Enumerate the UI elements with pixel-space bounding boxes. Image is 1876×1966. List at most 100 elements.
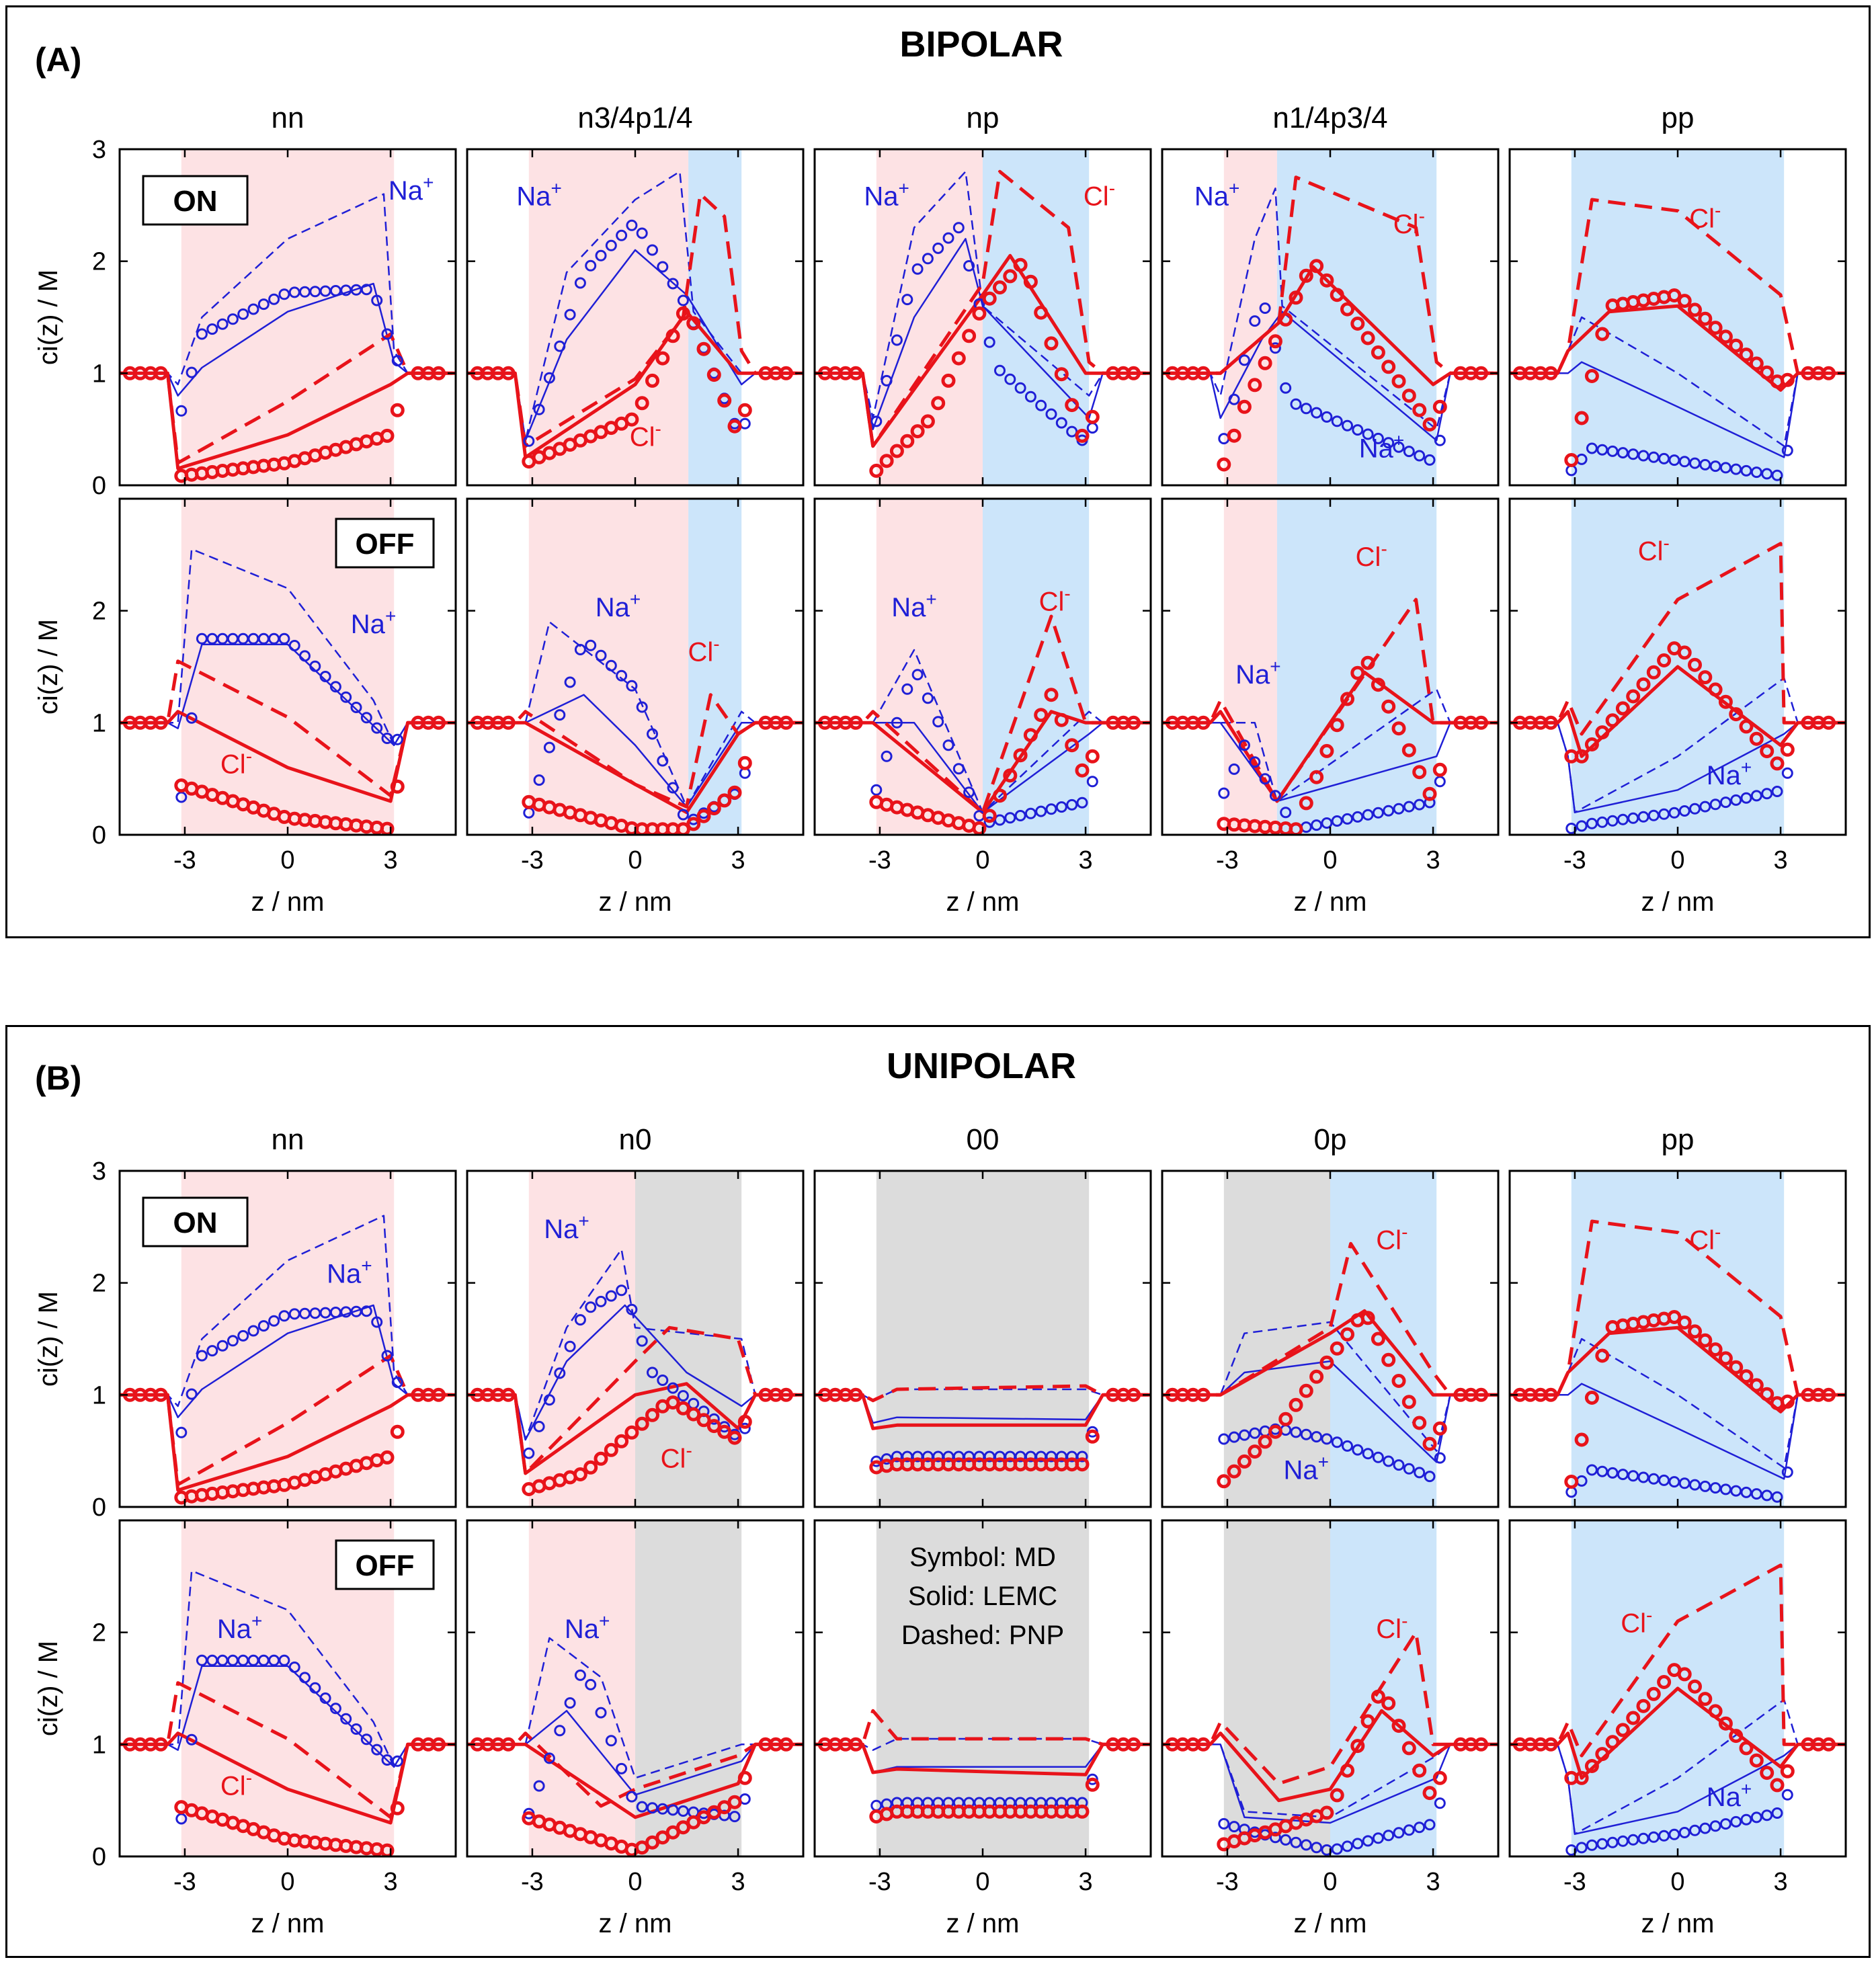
- na-md-symbol: [1627, 448, 1639, 460]
- region-gray: [635, 1171, 742, 1507]
- region-blue: [1571, 149, 1785, 485]
- na-md-symbol: [1035, 805, 1047, 817]
- na-md-symbol: [381, 1350, 393, 1362]
- cl-md-symbol: [1289, 290, 1303, 305]
- cl-md-symbol: [737, 1770, 752, 1785]
- cl-md-symbol: [1822, 715, 1836, 730]
- cl-md-symbol: [1196, 366, 1211, 380]
- cl-md-symbol: [1309, 1369, 1324, 1384]
- cl-md-symbol: [501, 1387, 516, 1402]
- x-tick-label: 0: [628, 1868, 642, 1896]
- off-label-box: OFF: [335, 518, 435, 569]
- na-md-symbol: [278, 1310, 290, 1322]
- cl-md-symbol: [1360, 1714, 1375, 1729]
- cl-md-symbol: [920, 414, 935, 429]
- na-md-symbol: [391, 1377, 403, 1389]
- cl-md-symbol: [1584, 737, 1599, 751]
- na-md-symbol: [186, 1733, 198, 1746]
- na-md-symbol: [1249, 756, 1261, 768]
- region-blue: [983, 499, 1090, 835]
- cl-md-symbol: [1360, 331, 1375, 345]
- cl-md-symbol: [1615, 701, 1630, 716]
- na-md-symbol: [1647, 1831, 1660, 1843]
- na-md-symbol: [350, 1723, 362, 1735]
- ion-label-base: Na: [1284, 1455, 1319, 1485]
- cl-md-symbol: [1319, 1805, 1334, 1820]
- cl-md-symbol: [931, 396, 946, 411]
- na-md-symbol: [1393, 1459, 1405, 1471]
- y-tick-label: 3: [92, 136, 106, 164]
- na-md-symbol: [932, 242, 944, 254]
- na-md-symbol: [1249, 1427, 1261, 1439]
- cl-md-symbol: [1003, 269, 1018, 284]
- na-md-symbol: [1719, 1483, 1731, 1496]
- cl-md-symbol: [1075, 428, 1090, 443]
- na-md-symbol: [1403, 446, 1415, 458]
- na-md-symbol: [891, 334, 903, 346]
- cl-md-symbol: [501, 1737, 516, 1752]
- na-md-symbol: [1771, 786, 1783, 797]
- na-md-symbol: [554, 1725, 566, 1737]
- cl-md-symbol: [1564, 453, 1579, 467]
- cl-md-symbol: [1646, 665, 1661, 680]
- na-md-symbol: [1617, 813, 1629, 825]
- cl-md-symbol: [1013, 257, 1028, 272]
- na-md-symbol: [636, 1335, 648, 1347]
- x-axis-label: z / nm: [251, 1909, 325, 1938]
- na-md-symbol: [1004, 812, 1016, 824]
- cl-md-symbol: [1822, 366, 1836, 380]
- x-tick-label: 0: [280, 1868, 294, 1896]
- cl-md-symbol: [1381, 1696, 1396, 1711]
- panel-content: [467, 499, 803, 835]
- na-md-symbol: [616, 1284, 628, 1297]
- na-md-symbol: [1740, 792, 1752, 804]
- na-md-symbol: [523, 1447, 535, 1459]
- na-md-symbol: [564, 1697, 576, 1709]
- na-md-symbol: [1393, 1827, 1405, 1839]
- na-ion-label: Na+: [596, 589, 641, 622]
- ion-label-base: Cl: [1039, 587, 1065, 617]
- plot-panel: Cl-: [1508, 148, 1847, 487]
- cl-md-symbol: [1330, 288, 1344, 302]
- cl-md-symbol: [573, 1467, 587, 1481]
- region-blue: [688, 499, 742, 835]
- na-md-symbol: [1055, 417, 1067, 429]
- y-tick-label: 2: [92, 1270, 106, 1298]
- na-md-symbol: [1228, 1431, 1240, 1443]
- ion-label-charge: -: [1401, 1222, 1408, 1243]
- na-md-symbol: [1434, 1452, 1446, 1464]
- region-blue: [1330, 1520, 1437, 1856]
- region-pink: [528, 149, 689, 485]
- plot-panel: Na+ Cl- -3 0 3 z / nm: [813, 497, 1152, 917]
- na-md-symbol: [647, 244, 658, 256]
- na-md-symbol: [1414, 450, 1426, 462]
- ion-label-base: Cl: [1376, 1614, 1401, 1644]
- na-md-symbol: [574, 644, 586, 655]
- na-md-symbol: [1403, 1824, 1415, 1836]
- na-md-symbol: [677, 1390, 689, 1402]
- na-md-symbol: [371, 1316, 383, 1328]
- cl-md-symbol: [1780, 1394, 1795, 1409]
- cl-md-symbol: [1729, 707, 1744, 722]
- cl-md-symbol: [1065, 738, 1079, 753]
- panel-content: [467, 1520, 803, 1856]
- cl-md-symbol: [1237, 1454, 1252, 1469]
- cl-md-symbol: [1319, 1355, 1334, 1370]
- ion-label-base: Na: [596, 593, 630, 622]
- na-md-symbol: [1362, 1448, 1374, 1460]
- na-ion-label: Na+: [1235, 656, 1281, 690]
- cl-md-symbol: [1371, 1332, 1385, 1346]
- cl-md-symbol: [432, 1387, 446, 1402]
- cl-ion-label: Cl-: [1393, 206, 1425, 239]
- ion-label-charge: +: [899, 177, 909, 198]
- na-md-symbol: [1403, 1463, 1415, 1475]
- na-md-symbol: [1617, 447, 1629, 459]
- cl-md-symbol: [1044, 688, 1059, 702]
- cl-lemc-line: [1162, 265, 1498, 386]
- na-md-symbol: [1750, 1488, 1762, 1500]
- cl-md-symbol: [1075, 1457, 1090, 1472]
- na-md-symbol: [1750, 1811, 1762, 1824]
- cl-md-symbol: [727, 1795, 742, 1809]
- cl-md-symbol: [1258, 356, 1272, 370]
- na-md-symbol: [1372, 1832, 1384, 1844]
